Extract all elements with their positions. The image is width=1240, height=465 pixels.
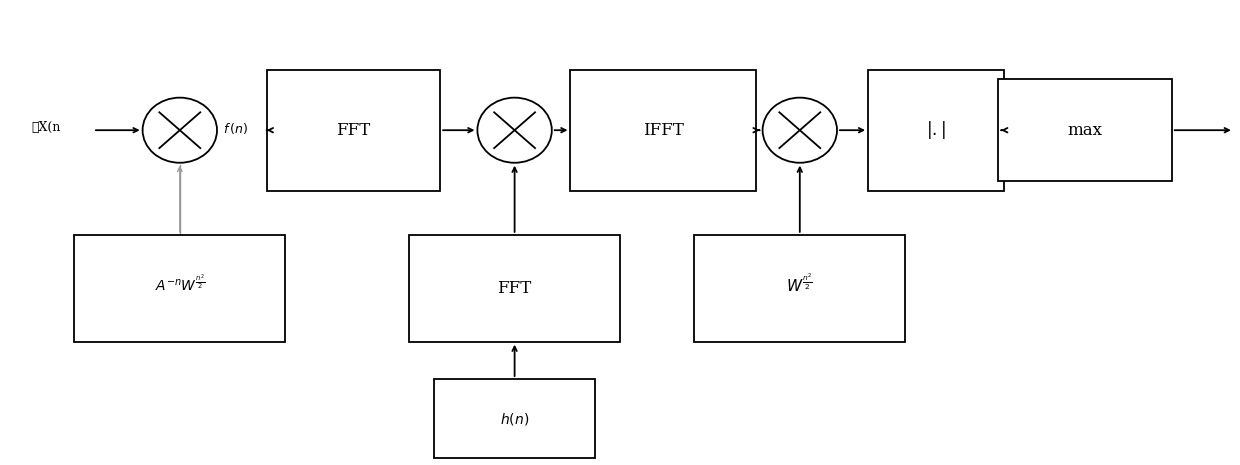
Text: $A^{-n}W^{\frac{n^2}{2}}$: $A^{-n}W^{\frac{n^2}{2}}$ <box>155 273 205 294</box>
Text: $|.|$: $|.|$ <box>926 119 946 141</box>
Bar <box>434 379 595 458</box>
Bar <box>998 79 1172 181</box>
Bar <box>570 70 756 191</box>
Text: IFFT: IFFT <box>644 122 683 139</box>
Bar <box>267 70 440 191</box>
Bar <box>694 235 905 342</box>
Text: max: max <box>1068 122 1102 139</box>
Text: $W^{\frac{n^2}{2}}$: $W^{\frac{n^2}{2}}$ <box>786 272 813 295</box>
Text: FFT: FFT <box>336 122 371 139</box>
Bar <box>868 70 1004 191</box>
Bar <box>74 235 285 342</box>
Ellipse shape <box>763 98 837 163</box>
Ellipse shape <box>477 98 552 163</box>
Text: $h(n)$: $h(n)$ <box>500 411 529 426</box>
Text: $f\,(n)$: $f\,(n)$ <box>223 121 248 136</box>
Text: FFT: FFT <box>497 280 532 297</box>
Ellipse shape <box>143 98 217 163</box>
Text: ⌞X(n: ⌞X(n <box>31 121 61 134</box>
Bar <box>409 235 620 342</box>
